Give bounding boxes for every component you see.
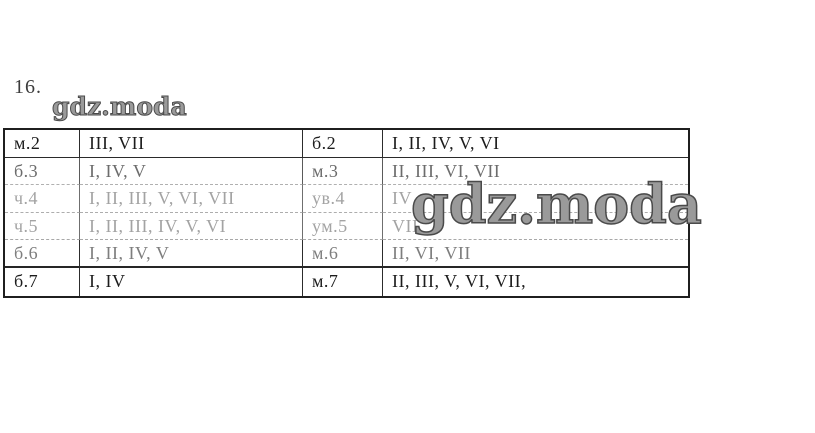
degrees-value: III, VII — [80, 130, 303, 158]
degrees-value: I, IV — [80, 267, 303, 296]
interval-label: ум.5 — [303, 212, 383, 241]
interval-label: б.7 — [5, 267, 80, 296]
degrees-value: IV — [383, 185, 688, 213]
degrees-value: I, II, IV, V — [80, 240, 303, 268]
interval-label: б.3 — [5, 157, 80, 186]
degrees-value: I, II, III, V, VI, VII — [80, 185, 303, 213]
degrees-value: VII — [383, 213, 688, 241]
degrees-value: II, III, VI, VII — [383, 158, 688, 186]
interval-label: ув.4 — [303, 185, 383, 213]
interval-label: б.2 — [303, 130, 383, 158]
interval-answers-table: м.2 III, VII б.2 I, II, IV, V, VI б.3 I,… — [3, 128, 690, 298]
degrees-value: I, IV, V — [80, 157, 303, 186]
interval-label: б.6 — [5, 240, 80, 268]
interval-label: ч.4 — [5, 185, 80, 213]
degrees-value: I, II, III, IV, V, VI — [80, 212, 303, 241]
interval-label: м.6 — [303, 240, 383, 268]
exercise-number: 16. — [14, 76, 42, 98]
interval-label: ч.5 — [5, 212, 80, 241]
watermark-small: gdz.moda — [52, 92, 188, 122]
degrees-value: II, VI, VII — [383, 240, 688, 268]
interval-label: м.7 — [303, 267, 383, 296]
interval-label: м.2 — [5, 130, 80, 158]
degrees-value: I, II, IV, V, VI — [383, 130, 688, 158]
interval-label: м.3 — [303, 157, 383, 186]
watermark-large: gdz.moda — [410, 171, 702, 237]
degrees-value: II, III, V, VI, VII, — [392, 270, 527, 291]
